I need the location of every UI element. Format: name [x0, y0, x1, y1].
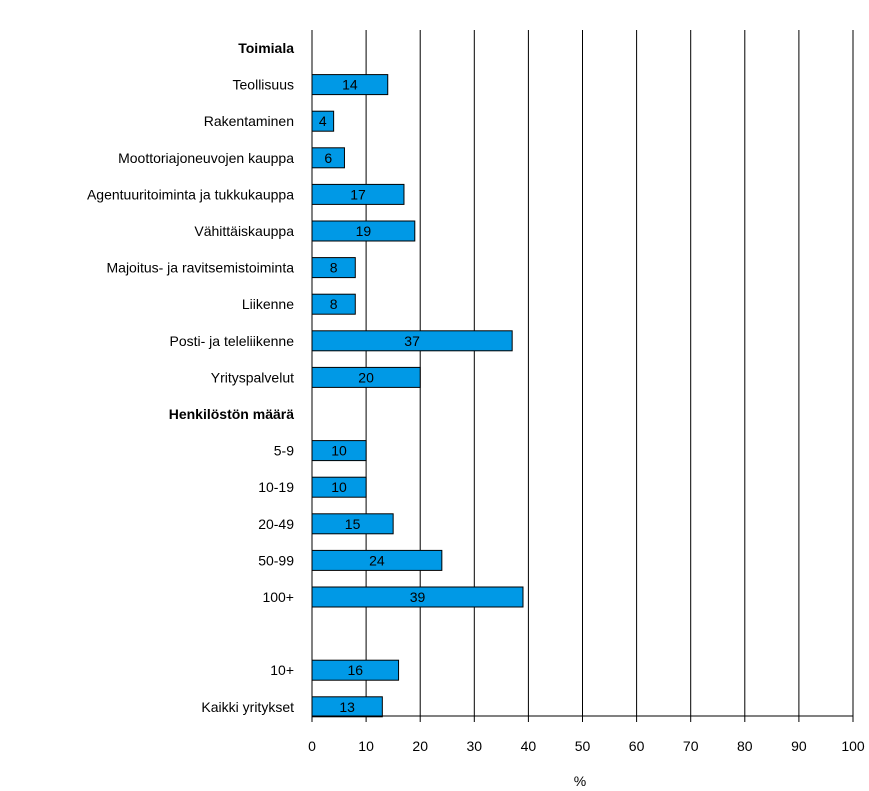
- tick-label: 50: [575, 738, 591, 754]
- data-label: 19: [356, 223, 372, 239]
- data-label: 17: [350, 186, 366, 202]
- tick-label: 100: [841, 738, 865, 754]
- data-label: 24: [369, 552, 385, 568]
- data-label: 16: [347, 662, 363, 678]
- tick-label: 80: [737, 738, 753, 754]
- data-label: 20: [358, 369, 374, 385]
- data-label: 13: [339, 699, 355, 715]
- category-label: Posti- ja teleliikenne: [169, 333, 294, 349]
- x-axis-title: %: [574, 773, 586, 789]
- data-label: 8: [330, 260, 338, 276]
- category-label: Teollisuus: [233, 77, 294, 93]
- tick-label: 30: [467, 738, 483, 754]
- tick-label: 70: [683, 738, 699, 754]
- category-label: 5-9: [274, 443, 294, 459]
- data-label: 4: [319, 113, 327, 129]
- data-label: 14: [342, 77, 358, 93]
- data-label: 37: [404, 333, 420, 349]
- tick-label: 0: [308, 738, 316, 754]
- category-label: 10+: [270, 662, 294, 678]
- tick-label: 90: [791, 738, 807, 754]
- category-label: Rakentaminen: [204, 113, 294, 129]
- data-label: 15: [345, 516, 361, 532]
- group-header: Toimiala: [238, 40, 294, 56]
- tick-label: 60: [629, 738, 645, 754]
- data-label: 6: [324, 150, 332, 166]
- category-label: 20-49: [258, 516, 294, 532]
- group-header: Henkilöstön määrä: [169, 406, 294, 422]
- data-label: 10: [331, 443, 347, 459]
- category-label: 50-99: [258, 552, 294, 568]
- category-label: Kaikki yritykset: [201, 699, 294, 715]
- category-label: Agentuuritoiminta ja tukkukauppa: [87, 186, 294, 202]
- data-label: 39: [410, 589, 426, 605]
- category-label: Liikenne: [242, 296, 294, 312]
- category-label: Vähittäiskauppa: [194, 223, 294, 239]
- data-label: 8: [330, 296, 338, 312]
- tick-label: 20: [412, 738, 428, 754]
- tick-label: 10: [358, 738, 374, 754]
- tick-label: 40: [521, 738, 537, 754]
- category-label: Moottoriajoneuvojen kauppa: [118, 150, 294, 166]
- category-label: Majoitus- ja ravitsemistoiminta: [107, 260, 295, 276]
- data-label: 10: [331, 479, 347, 495]
- category-label: 10-19: [258, 479, 294, 495]
- category-label: 100+: [262, 589, 294, 605]
- category-label: Yrityspalvelut: [211, 369, 294, 385]
